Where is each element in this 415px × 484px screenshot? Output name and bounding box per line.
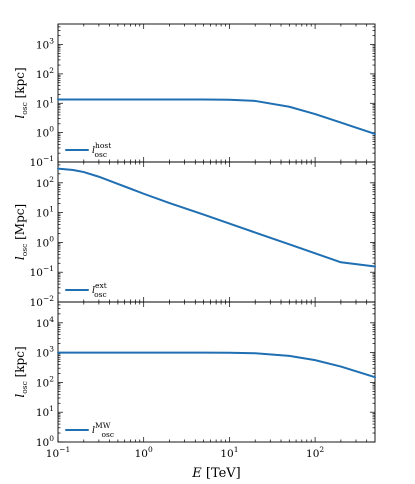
y-tick-label: 104 <box>36 315 54 330</box>
y-tick-label: 103 <box>36 37 54 52</box>
chart-panel-2: 10−2 10−1 100 101 102 losc [Mpc] lext osc <box>13 161 376 309</box>
y-tick-label: 102 <box>36 66 54 81</box>
y-axis-label: losc [kpc] <box>13 346 29 397</box>
y-tick-label: 101 <box>36 95 54 110</box>
y-tick-label: 10−2 <box>30 294 55 309</box>
x-tick-label: 100 <box>135 445 153 460</box>
series-line <box>57 98 376 135</box>
y-tick-label: 103 <box>36 345 54 360</box>
y-tick-label: 10−1 <box>30 154 54 169</box>
y-axis-label: losc [kpc] <box>13 67 29 118</box>
legend-label: lext osc <box>92 281 107 299</box>
chart-panel-1: 10−1 100 101 102 103 losc [kpc] lhost osc <box>13 23 376 169</box>
series-line <box>57 351 376 379</box>
x-tick-label: 102 <box>306 445 324 460</box>
y-tick-label: 101 <box>36 205 54 220</box>
x-tick-label: 10−1 <box>46 445 70 460</box>
x-axis-label: E [TeV] <box>191 466 241 481</box>
x-tick-label: 101 <box>220 445 238 460</box>
plot-frame <box>57 301 376 443</box>
series-line <box>57 167 376 268</box>
y-tick-label: 102 <box>36 175 54 190</box>
y-tick-label: 102 <box>36 374 54 389</box>
y-tick-label: 101 <box>36 404 54 419</box>
y-tick-label: 10−1 <box>30 264 54 279</box>
y-tick-label: 100 <box>36 234 54 249</box>
y-tick-label: 100 <box>36 125 54 140</box>
chart-panel-3: 100 101 102 103 104 losc [kpc] lMW osc <box>13 301 376 449</box>
y-tick-label: 100 <box>36 434 54 449</box>
y-axis-label: losc [Mpc] <box>13 204 29 260</box>
legend-label: lhost osc <box>92 141 111 159</box>
legend-label: lMW osc <box>92 421 114 439</box>
